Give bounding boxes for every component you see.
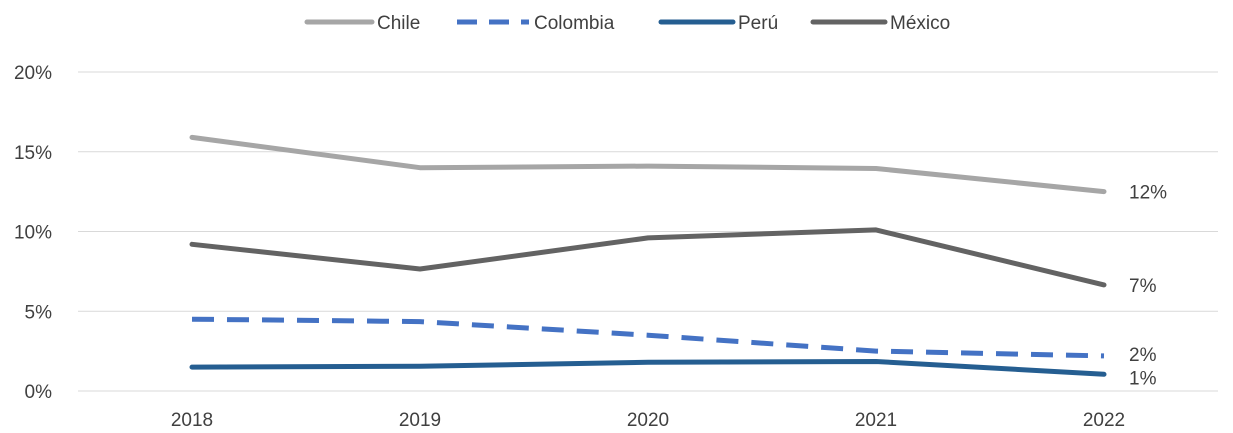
- data-point: [418, 165, 423, 170]
- series-line-colombia: [191, 316, 1105, 359]
- data-point: [418, 266, 423, 271]
- data-point: [874, 359, 879, 364]
- series-line-mexico: [189, 227, 1107, 288]
- legend-entry: México: [890, 13, 950, 34]
- y-tick-label: 15%: [14, 143, 52, 164]
- data-point: [190, 317, 195, 322]
- y-tick-label: 5%: [25, 302, 53, 323]
- y-tick-label: 20%: [14, 63, 52, 84]
- data-point: [646, 360, 651, 365]
- data-point: [190, 135, 195, 140]
- legend-entry: Colombia: [534, 13, 615, 34]
- data-point: [190, 365, 195, 370]
- data-label: 1%: [1129, 368, 1157, 389]
- data-point: [190, 242, 195, 247]
- series-line-chile: [189, 134, 1107, 195]
- data-label: 7%: [1129, 276, 1157, 297]
- x-tick-label: 2018: [171, 410, 213, 431]
- x-tick-label: 2022: [1083, 410, 1125, 431]
- data-label: 2%: [1129, 345, 1157, 366]
- y-tick-label: 10%: [14, 223, 52, 244]
- data-point: [874, 166, 879, 171]
- x-axis: 2018 2019 2020 2021 2022: [171, 410, 1125, 431]
- legend-entry: Chile: [377, 13, 420, 34]
- data-point: [874, 227, 879, 232]
- series-lines: [189, 134, 1107, 377]
- legend: Chile Colombia Perú México: [304, 13, 950, 34]
- data-point: [1102, 372, 1107, 377]
- data-point: [646, 164, 651, 169]
- data-point: [418, 364, 423, 369]
- gridlines: [78, 71, 1218, 392]
- data-point: [646, 235, 651, 240]
- legend-entry: Perú: [738, 13, 778, 34]
- series-line-peru: [189, 359, 1107, 377]
- data-point: [874, 349, 879, 354]
- data-label: 12%: [1129, 183, 1167, 204]
- data-point: [418, 319, 423, 324]
- data-point: [1102, 189, 1107, 194]
- y-tick-label: 0%: [25, 382, 53, 403]
- data-point: [646, 333, 651, 338]
- x-tick-label: 2019: [399, 410, 441, 431]
- x-tick-label: 2021: [855, 410, 897, 431]
- data-point: [1102, 282, 1107, 287]
- end-labels: 12% 2%1% 7%: [1129, 183, 1167, 390]
- data-point: [1102, 353, 1107, 358]
- y-axis: 0% 5% 10% 15% 20%: [14, 63, 52, 403]
- x-tick-label: 2020: [627, 410, 669, 431]
